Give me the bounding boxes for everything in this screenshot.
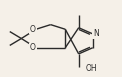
Text: N: N — [93, 29, 99, 38]
Text: O: O — [30, 43, 36, 52]
Text: OH: OH — [85, 64, 97, 73]
Text: O: O — [30, 25, 36, 34]
